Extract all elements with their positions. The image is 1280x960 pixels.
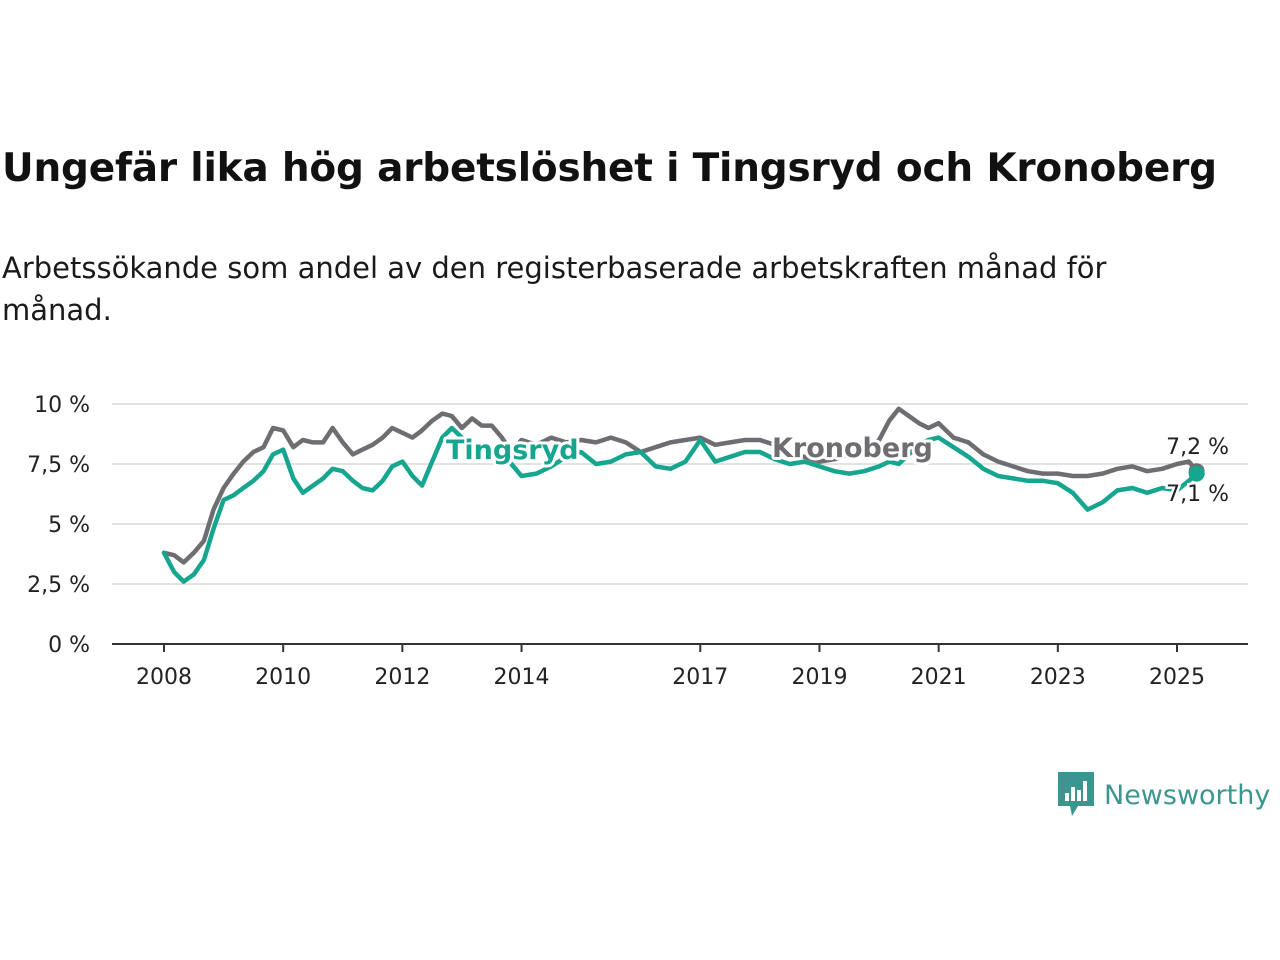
end-point-tingsryd [1188,465,1205,482]
y-tick-label: 7,5 % [27,453,90,478]
y-axis-tick-labels: 0 % 2,5 % 5 % 7,5 % 10 % [27,393,90,658]
newsworthy-brand: Newsworthy [1058,772,1270,818]
end-value-label-tingsryd: 7,1 % [1166,482,1229,507]
x-tick-label: 2019 [791,665,847,690]
x-tick-label: 2025 [1149,665,1205,690]
x-tick-label: 2017 [672,665,728,690]
series-name-label-kronoberg: Kronoberg [772,433,933,464]
chart-subtitle: Arbetssökande som andel av den registerb… [2,251,1107,327]
x-tick-label: 2014 [494,665,550,690]
brand-name: Newsworthy [1104,779,1271,811]
x-tick-label: 2010 [255,665,311,690]
y-tick-label: 5 % [48,513,90,538]
x-axis: 2008 2010 2012 2014 2017 2019 2021 2023 2025 [112,643,1248,690]
series-line-kronoberg [161,406,1199,565]
y-tick-label: 2,5 % [27,573,90,598]
x-tick-label: 2023 [1030,665,1086,690]
x-tick-label: 2012 [374,665,430,690]
series-labels: Tingsryd Kronoberg 7,2 % 7,1 % [443,430,1232,510]
series-line-tingsryd [161,425,1199,584]
x-tick-label: 2008 [136,665,192,690]
line-chart: 0 % 2,5 % 5 % 7,5 % 10 % 2008 2010 2012 2014 201… [27,393,1248,690]
series-lines [161,406,1205,584]
newsworthy-bar-chart-logo-icon [1058,772,1094,816]
y-tick-label: 0 % [48,633,90,658]
x-tick-label: 2021 [911,665,967,690]
chart-title: Ungefär lika hög arbetslöshet i Tingsryd… [2,146,1217,191]
end-value-label-kronoberg: 7,2 % [1166,435,1229,460]
series-name-label-tingsryd: Tingsryd [446,435,579,466]
y-tick-label: 10 % [34,393,90,418]
